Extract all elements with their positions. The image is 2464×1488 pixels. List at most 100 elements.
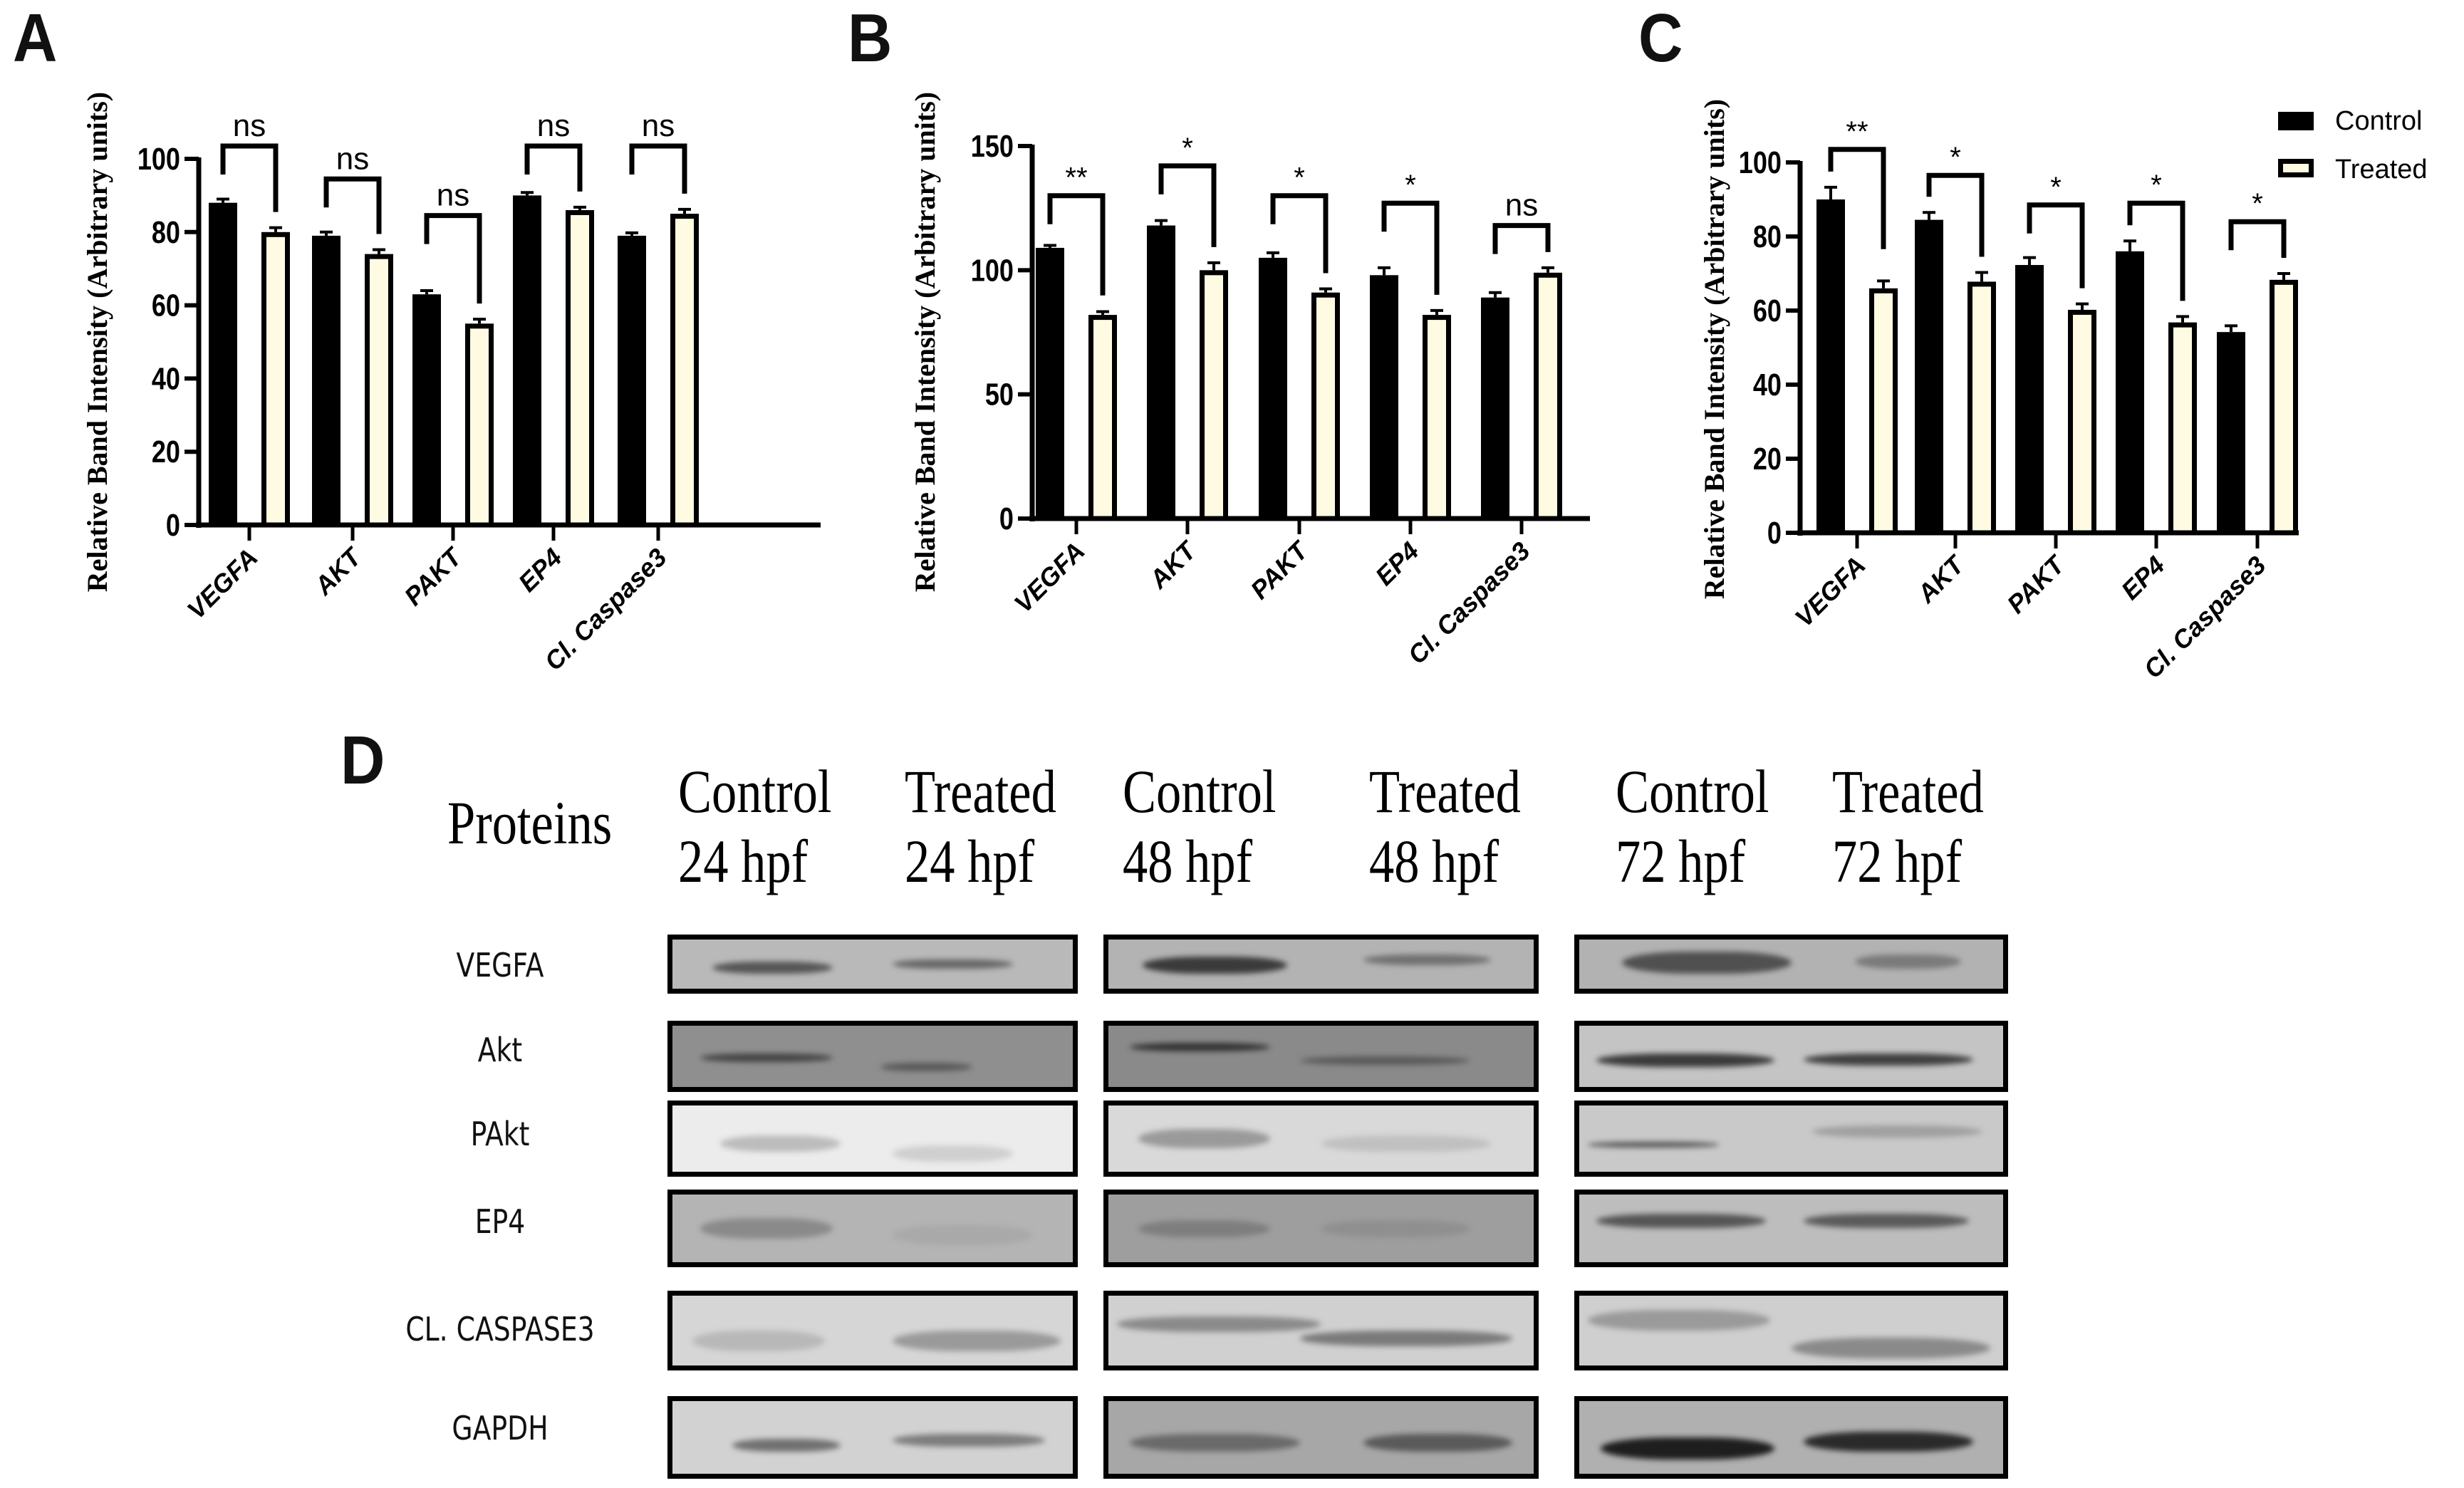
x-tick-label: VEGFA [1008,536,1090,618]
x-tick-label: VEGFA [1789,551,1871,633]
band-control [1587,1142,1720,1148]
significance-label: ns [537,108,570,143]
bar-treated-akt [1200,270,1228,521]
blot-gapdh-24-hpf [667,1396,1078,1479]
x-tick-label: VEGFA [181,543,263,625]
bar-control-ep4 [2116,251,2144,533]
column-header-treated-48: Treated [1369,757,1521,826]
column-header-treated-24: Treated [905,757,1056,826]
bar-treated-pakt [465,323,494,528]
band-treated [893,1331,1061,1352]
significance-bracket [424,213,482,304]
x-tick-label: EP4 [1370,536,1425,591]
panel-label-d: D [341,722,385,798]
band-control [1621,952,1792,974]
significance-bracket [524,143,583,192]
significance-bracket [1926,172,1985,257]
chart-panel-a: 0 20 40 60 80 100 Relative Band Intensity (Arb… [81,92,821,676]
blot-cl-caspase3-72-hpf [1574,1291,2008,1370]
significance-label: * [2151,170,2162,201]
legend-swatch-control [2278,112,2314,130]
band-control [1138,1128,1270,1149]
y-tick-label: 60 [1753,293,1782,328]
blot-cl-caspase3-48-hpf [1103,1291,1539,1370]
row-label-ep4: EP4 [474,1202,526,1241]
band-control [720,1135,841,1153]
blot-ep4-48-hpf [1103,1190,1539,1267]
y-tick-label: 20 [1753,442,1782,477]
blot-akt-48-hpf [1103,1021,1539,1092]
band-control [692,1331,825,1352]
band-control [1129,1043,1270,1052]
panel-label-a: A [13,0,58,76]
row-label-cl-caspase3: CL. CASPASE3 [405,1310,595,1348]
panel-label-c: C [1638,0,1683,76]
band-treated [1321,1135,1492,1153]
band-control [1142,957,1287,974]
bar-control-vegfa [1816,199,1845,533]
significance-label: * [1950,142,1961,173]
significance-label: * [1405,170,1416,201]
significance-label: ns [233,108,266,143]
y-tick-label: 60 [152,288,180,323]
column-header-treated-48-time: 48 hpf [1369,827,1499,895]
significance-label: * [1294,162,1305,194]
significance-bracket [1492,223,1551,254]
bar-control-cl-caspase3 [2217,332,2245,533]
legend-label-treated: Treated [2335,155,2428,184]
band-treated [1321,1220,1470,1237]
blot-gapdh-48-hpf [1103,1396,1539,1479]
bar-treated-ep4 [566,209,594,528]
column-header-treated-24-time: 24 hpf [905,827,1035,895]
band-control [1587,1309,1770,1331]
blot-vegfa-48-hpf [1103,935,1539,994]
band-treated [1363,954,1492,965]
x-tick-label: AKT [308,541,368,601]
significance-bracket [1381,200,1440,295]
band-treated [893,1433,1045,1447]
significance-bracket [2228,219,2287,258]
band-treated [1299,1056,1470,1066]
significance-bracket [1158,163,1217,247]
bar-control-cl-caspase3 [1481,297,1509,519]
bar-control-akt [1147,225,1175,519]
x-tick-label: EP4 [2116,551,2171,605]
band-control [1138,1220,1270,1237]
bar-control-ep4 [513,195,541,525]
y-tick-label: 0 [999,501,1014,536]
bar-control-akt [312,235,341,525]
band-treated [880,1062,973,1071]
bar-control-vegfa [209,202,237,525]
panel-label-b: B [848,0,893,76]
y-axis-title: Relative Band Intensity (Arbitrary units… [909,92,941,592]
significance-bracket [2027,202,2085,288]
y-tick-label: 0 [166,508,180,543]
y-tick-label: 150 [971,129,1014,164]
y-tick-label: 50 [985,377,1014,412]
bar-control-akt [1915,219,1943,533]
row-label-gapdh: GAPDH [452,1409,549,1447]
band-control [1116,1316,1321,1332]
blot-ep4-24-hpf [667,1190,1078,1267]
row-label-vegfa: VEGFA [456,946,544,984]
significance-bracket [1828,147,1886,249]
x-tick-label: AKT [1143,535,1203,595]
row-label-pakt: PAkt [470,1115,530,1153]
band-treated [1804,1431,1974,1452]
significance-bracket [1270,193,1329,274]
significance-label: * [2252,188,2263,219]
bar-treated-ep4 [2168,322,2197,536]
significance-bracket [323,176,382,234]
band-control [1600,1437,1774,1460]
column-header-treated-72: Treated [1832,757,1984,826]
y-tick-label: 20 [152,435,180,469]
legend-label-control: Control [2335,106,2423,136]
column-header-control-24: Control [678,757,832,826]
band-control [712,962,833,974]
legend-swatch-treated [2278,159,2314,177]
bar-treated-pakt [1311,292,1340,521]
bar-control-vegfa [1036,247,1064,519]
band-treated [1363,1433,1513,1452]
band-treated [893,1145,1013,1162]
significance-label: ns [336,141,369,176]
